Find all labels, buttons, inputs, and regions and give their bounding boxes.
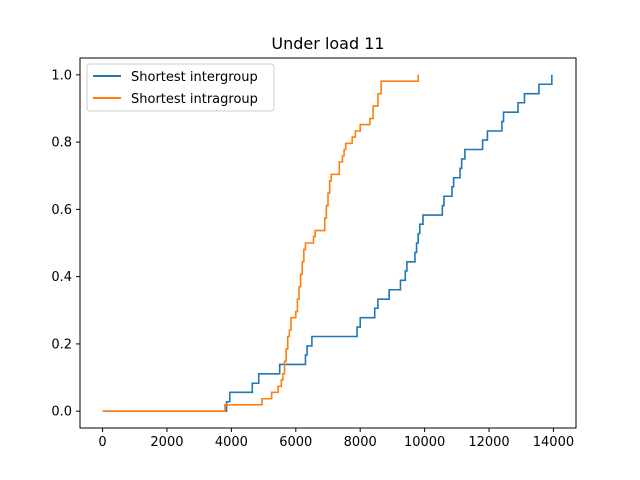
x-tick-label: 4000 [215,435,248,450]
y-tick-label: 0.4 [51,270,72,285]
y-tick-label: 0.2 [51,337,72,352]
x-tick-label: 12000 [468,435,509,450]
legend-label-shortest-intragroup: Shortest intragroup [131,92,258,107]
x-tick-label: 6000 [279,435,312,450]
legend: Shortest intergroup Shortest intragroup [86,63,275,112]
axes-layer: 0 2000 4000 6000 8000 10000 12000 14000 0.0 0.2 0.… [51,68,574,450]
y-tick-label: 0.6 [51,203,72,218]
series-line-shortest-intragroup [102,74,419,412]
y-tick-label: 0.8 [51,136,72,151]
series-line-shortest-intergroup [102,74,553,412]
x-tick-label: 0 [98,435,106,450]
y-tick-label: 1.0 [51,68,72,83]
plot-frame [79,57,577,429]
series-layer [102,74,553,412]
legend-box [86,63,275,112]
x-tick-label: 10000 [404,435,445,450]
legend-label-shortest-intergroup: Shortest intergroup [131,70,258,85]
y-tick-label: 0.0 [51,405,72,420]
x-tick-label: 2000 [150,435,183,450]
x-tick-label: 14000 [533,435,574,450]
chart-title: Under load 11 [271,34,384,53]
x-tick-label: 8000 [344,435,377,450]
plot-area [80,58,576,428]
